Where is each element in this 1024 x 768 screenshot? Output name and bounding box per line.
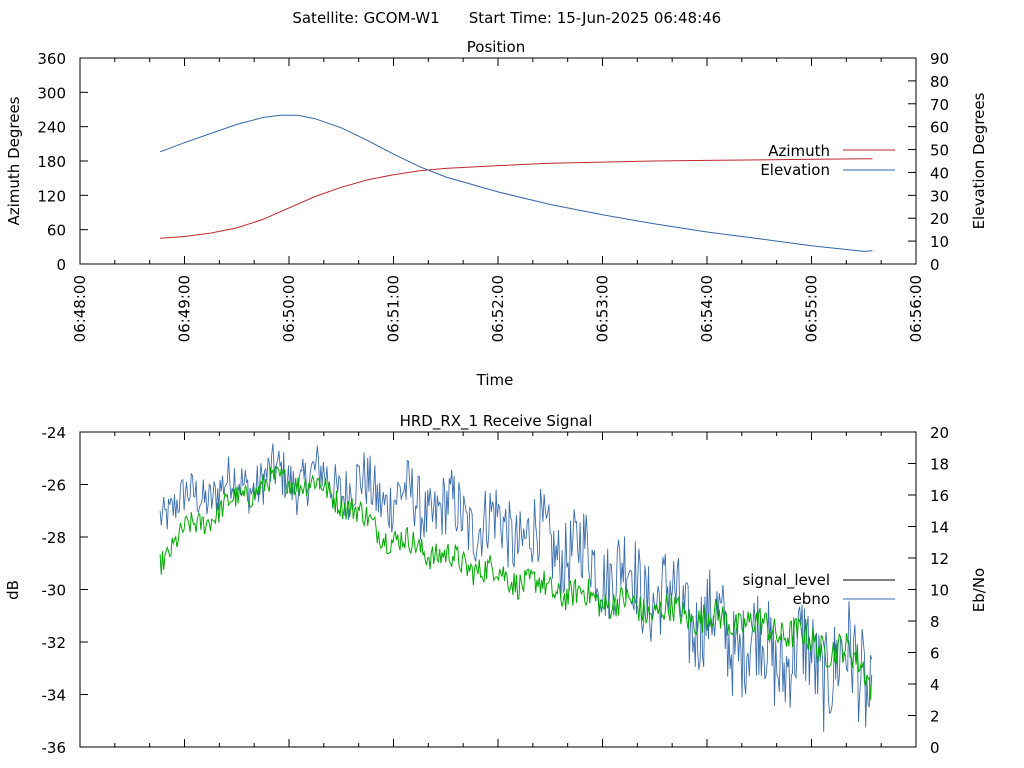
- ebno-line: [159, 443, 873, 732]
- x-tick-label: 06:52:00: [489, 275, 507, 342]
- legend-label-signal-level: signal_level: [742, 571, 830, 590]
- y-tick-label: -24: [42, 424, 67, 442]
- x-tick-label: 06:55:00: [803, 275, 821, 342]
- time-axis-label: Time: [476, 371, 514, 389]
- y-tick-label: 60: [47, 222, 66, 240]
- elevation-axis-label: Elevation Degrees: [970, 92, 988, 229]
- y2-tick-label: 20: [930, 424, 949, 442]
- legend-label-ebno: ebno: [793, 590, 830, 608]
- y-tick-label: 120: [37, 187, 66, 205]
- y-tick-label: 180: [37, 153, 66, 171]
- y-tick-label: -34: [42, 687, 67, 705]
- y2-tick-label: 0: [930, 739, 940, 757]
- x-tick-label: 06:53:00: [594, 275, 612, 342]
- legend-label-elevation: Elevation: [760, 161, 830, 179]
- receive-signal-chart: HRD_RX_1 Receive Signal -36-34-32-30-28-…: [4, 412, 988, 757]
- y-tick-label: -30: [42, 582, 67, 600]
- y2-tick-label: 4: [930, 676, 940, 694]
- y2-tick-label: 18: [930, 456, 949, 474]
- y-tick-label: 360: [37, 50, 66, 68]
- position-ticks: 06:48:00 06:49:00 06:50:00 06:51:00 06:52:00…: [37, 50, 949, 342]
- position-series: [159, 114, 873, 252]
- y2-tick-label: 14: [930, 519, 949, 537]
- y2-tick-label: 10: [930, 233, 949, 251]
- legend-label-azimuth: Azimuth: [768, 142, 830, 160]
- y2-tick-label: 8: [930, 613, 940, 631]
- signal-level-line: [159, 465, 873, 700]
- y-tick-label: -32: [42, 634, 67, 652]
- x-tick-label: 06:50:00: [280, 275, 298, 342]
- signal-legend: signal_level ebno: [742, 571, 895, 608]
- y2-tick-label: 0: [930, 256, 940, 274]
- start-time-label: Start Time: 15-Jun-2025 06:48:46: [469, 9, 721, 27]
- y2-tick-label: 80: [930, 73, 949, 91]
- y-tick-label: -36: [42, 739, 67, 757]
- signal-chart-title: HRD_RX_1 Receive Signal: [400, 412, 593, 431]
- y2-tick-label: 70: [930, 96, 949, 114]
- ebno-axis-label: Eb/No: [970, 568, 988, 612]
- x-tick-label: 06:49:00: [176, 275, 194, 342]
- y2-tick-label: 20: [930, 210, 949, 228]
- y2-tick-label: 6: [930, 645, 940, 663]
- satellite-label: Satellite: GCOM-W1: [292, 9, 439, 27]
- y-tick-label: 300: [37, 84, 66, 102]
- elevation-line: [159, 114, 873, 252]
- y2-tick-label: 50: [930, 142, 949, 160]
- azimuth-axis-label: Azimuth Degrees: [5, 96, 23, 225]
- azimuth-line: [160, 158, 873, 239]
- y2-tick-label: 16: [930, 487, 949, 505]
- y2-tick-label: 90: [930, 50, 949, 68]
- x-tick-label: 06:51:00: [385, 275, 403, 342]
- x-tick-label: 06:56:00: [907, 275, 925, 342]
- x-tick-label: 06:54:00: [698, 275, 716, 342]
- y2-tick-label: 10: [930, 582, 949, 600]
- position-chart: Position 06:48:00 06:49:00 06:50:00 06:51:0…: [5, 38, 988, 389]
- x-tick-label: 06:48:00: [71, 275, 89, 342]
- db-axis-label: dB: [4, 580, 22, 600]
- y2-tick-label: 40: [930, 164, 949, 182]
- y-tick-label: 240: [37, 119, 66, 137]
- y2-tick-label: 12: [930, 550, 949, 568]
- y-tick-label: -26: [42, 477, 67, 495]
- position-legend: Azimuth Elevation: [760, 142, 895, 179]
- y2-tick-label: 2: [930, 708, 940, 726]
- y2-tick-label: 60: [930, 119, 949, 137]
- y2-tick-label: 30: [930, 187, 949, 205]
- signal-ticks: -36 -34 -32 -30 -28 -26 -24 0 2 4 6 8 10 12 14 16 18 20: [42, 424, 950, 757]
- position-chart-title: Position: [467, 38, 525, 56]
- signal-series: [159, 443, 873, 732]
- y-tick-label: 0: [56, 256, 66, 274]
- y-tick-label: -28: [42, 529, 67, 547]
